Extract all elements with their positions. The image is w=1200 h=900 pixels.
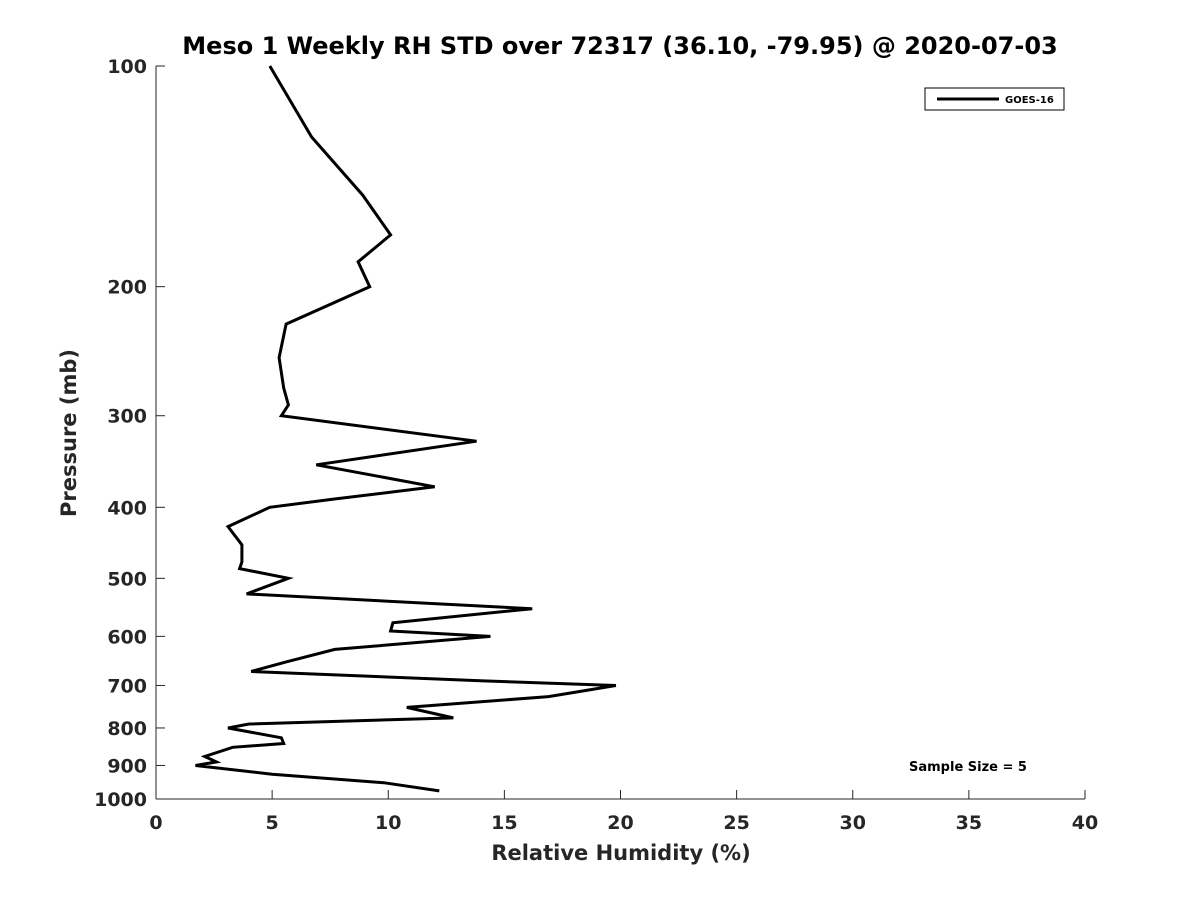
x-tick-label: 0 [149, 812, 162, 834]
y-tick-label: 700 [107, 675, 147, 697]
sample-size-annotation: Sample Size = 5 [909, 760, 1027, 775]
y-tick-label: 300 [107, 406, 147, 428]
y-tick-label: 600 [107, 626, 147, 648]
x-tick-label: 15 [491, 812, 517, 834]
x-tick-label: 5 [266, 812, 279, 834]
legend-label-goes-16: GOES-16 [1005, 95, 1054, 106]
x-tick-label: 40 [1072, 812, 1098, 834]
x-tick-label: 10 [375, 812, 401, 834]
x-tick-label: 25 [723, 812, 749, 834]
series-line-goes-16 [195, 65, 617, 793]
y-axis-label: Pressure (mb) [57, 349, 81, 517]
x-tick-label: 30 [840, 812, 866, 834]
y-tick-label: 500 [107, 568, 147, 590]
plot-area: 0 5 10 15 20 25 30 35 40 100 200 300 400 500 600 700 800… [94, 56, 1098, 834]
legend: GOES-16 [924, 87, 1065, 111]
y-tick-label: 800 [107, 718, 147, 740]
y-tick-label: 100 [107, 56, 147, 78]
y-tick-label: 400 [107, 497, 147, 519]
y-tick-label: 200 [107, 277, 147, 299]
x-axis-label: Relative Humidity (%) [491, 841, 750, 865]
chart-title: Meso 1 Weekly RH STD over 72317 (36.10, … [182, 32, 1057, 60]
x-tick-label: 20 [607, 812, 633, 834]
y-tick-label: 1000 [94, 789, 147, 811]
x-tick-label: 35 [956, 812, 982, 834]
y-tick-label: 900 [107, 755, 147, 777]
